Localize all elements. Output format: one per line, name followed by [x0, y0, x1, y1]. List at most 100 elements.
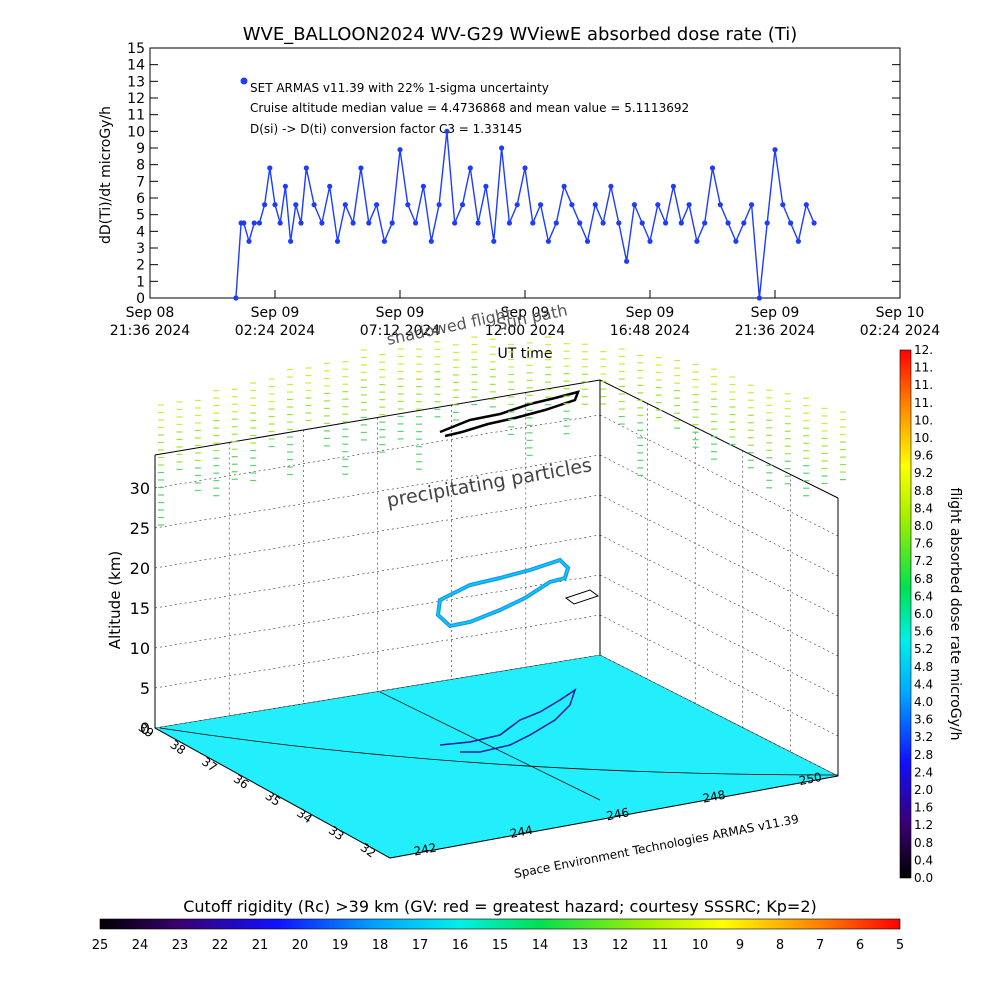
- dose-colorbar-label: flight absorbed dose rate microGy/h: [947, 488, 963, 741]
- box-edge-front-left: [154, 727, 391, 859]
- data-point: [624, 258, 630, 264]
- data-point: [577, 220, 583, 226]
- data-point: [282, 183, 288, 189]
- x-axis-ticks: Sep 08 21:36 2024 Sep 09 02:24 2024 Sep 09 07…: [110, 290, 940, 339]
- data-point: [811, 220, 817, 226]
- dose-colorbar-tick: 0.4: [914, 853, 933, 867]
- flight-loop-core: [437, 559, 569, 627]
- cutoff-colorbar-tick: 6: [856, 938, 864, 953]
- cutoff-colorbar-tick: 11: [652, 938, 669, 953]
- dose-colorbar-tick: 1.6: [914, 801, 933, 815]
- cutoff-colorbar-tick: 19: [332, 938, 349, 953]
- precipitating-particles-field: [158, 336, 846, 526]
- data-point: [272, 202, 278, 208]
- lon-tick-label: 248: [701, 788, 726, 806]
- z-tick-label: 10: [130, 639, 150, 658]
- data-point: [514, 202, 520, 208]
- flight-box: [154, 379, 839, 859]
- y-tick-label: 8: [136, 158, 145, 174]
- series-line: [235, 131, 815, 299]
- cutoff-colorbar-tick: 10: [692, 938, 709, 953]
- data-point: [569, 202, 575, 208]
- data-point: [616, 220, 622, 226]
- x-tick-time: 21:36 2024: [735, 323, 816, 339]
- y-tick-label: 0: [136, 291, 145, 307]
- data-point: [702, 220, 708, 226]
- z-axis-ticks: 0 5 10 15 20 25 30: [130, 479, 150, 738]
- cutoff-colorbar: [99, 918, 901, 930]
- x-tick-time: 02:24 2024: [235, 323, 316, 339]
- data-point: [413, 220, 419, 226]
- data-point: [772, 147, 778, 153]
- right-wall-gridline: [599, 534, 839, 657]
- dose-colorbar-tick: 11.: [914, 361, 933, 375]
- cutoff-colorbar-tick: 25: [92, 938, 109, 953]
- data-point: [584, 238, 591, 244]
- data-point: [246, 238, 252, 244]
- data-point: [545, 238, 552, 244]
- legend-marker: [240, 77, 248, 85]
- y-tick-label: 13: [127, 74, 145, 90]
- dose-colorbar-tick: 9.2: [914, 466, 933, 480]
- data-point: [553, 220, 559, 226]
- dose-colorbar-tick: 4.8: [914, 660, 933, 674]
- data-point: [655, 202, 661, 208]
- dose-colorbar-tick: 7.6: [914, 537, 933, 551]
- x-tick-day: Sep 08: [126, 305, 175, 321]
- data-point: [459, 202, 466, 208]
- cutoff-colorbar-ticks: 25 24 23 22 21 20 19 18 17 16 15 14 13 12 11 10 9 8 7 6 5: [92, 938, 904, 953]
- data-point: [420, 183, 426, 189]
- dose-colorbar-tick: 3.6: [914, 713, 933, 727]
- lon-tick-label: 244: [509, 823, 534, 841]
- data-point: [256, 220, 262, 226]
- right-wall-gridline: [599, 414, 839, 537]
- data-point: [444, 128, 450, 134]
- y-tick-label: 9: [136, 141, 145, 157]
- y-tick-label: 10: [127, 124, 145, 140]
- dose-colorbar-tick: 4.0: [914, 695, 933, 709]
- state-border-2: [379, 691, 601, 801]
- cutoff-colorbar-tick: 9: [736, 938, 744, 953]
- data-point: [631, 202, 638, 208]
- cutoff-colorbar-tick: 20: [292, 938, 309, 953]
- cutoff-colorbar-tick: 18: [372, 938, 389, 953]
- dose-colorbar-tick: 6.0: [914, 607, 933, 621]
- right-wall-gridline: [599, 494, 839, 617]
- data-point: [358, 165, 364, 171]
- dose-colorbar-tick: 10.: [914, 413, 933, 427]
- data-point: [717, 202, 723, 208]
- dose-colorbar-tick: 11.: [914, 396, 933, 410]
- dose-colorbar-tick: 0.0: [914, 871, 933, 885]
- dose-colorbar-tick: 8.0: [914, 519, 933, 533]
- data-point: [327, 183, 333, 189]
- data-point: [475, 220, 481, 226]
- legend-entry: SET ARMAS v11.39 with 22% 1-sigma uncert…: [250, 81, 549, 95]
- legend-conversion: D(si) -> D(ti) conversion factor C3 = 1.…: [250, 122, 522, 136]
- data-point: [780, 202, 786, 208]
- data-point: [251, 220, 257, 226]
- data-point: [262, 202, 268, 208]
- data-point: [381, 238, 387, 244]
- data-point: [686, 202, 692, 208]
- z-tick-label: 0: [140, 719, 150, 738]
- ground-track-path: [439, 688, 577, 753]
- y-tick-label: 14: [127, 58, 145, 74]
- dose-colorbar-tick: 8.4: [914, 501, 933, 515]
- cutoff-colorbar-tick: 14: [532, 938, 549, 953]
- y-tick-label: 11: [127, 108, 145, 124]
- left-wall-gridline: [154, 534, 601, 609]
- dose-colorbar-tick: 5.6: [914, 625, 933, 639]
- y-tick-label: 1: [136, 274, 145, 290]
- data-point: [764, 220, 770, 226]
- dose-colorbar-ticks: 0.0 0.4 0.8 1.2 1.6 2.0 2.4 2.8 3.2 3.6 4.0 4.4 4.8 5…: [914, 343, 933, 885]
- data-point: [374, 202, 380, 208]
- data-point: [803, 202, 809, 208]
- data-point: [311, 202, 317, 208]
- data-point: [397, 147, 403, 153]
- legend: SET ARMAS v11.39 with 22% 1-sigma uncert…: [240, 77, 689, 136]
- left-wall-gridline: [154, 654, 601, 729]
- dose-colorbar-tick: 2.0: [914, 783, 933, 797]
- y-tick-label: 12: [127, 91, 145, 107]
